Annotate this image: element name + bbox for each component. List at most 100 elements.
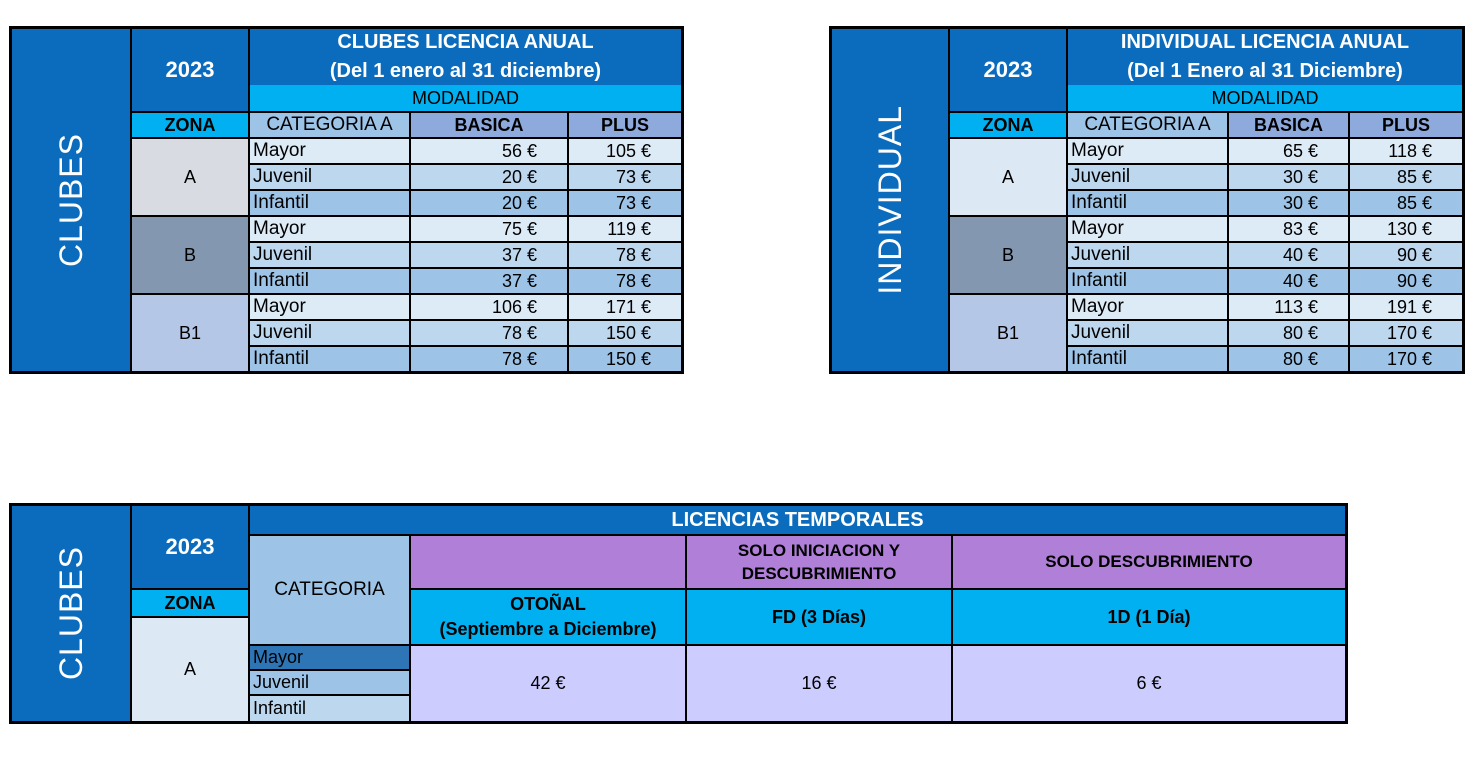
basica-value: 40 € (1282, 270, 1318, 291)
cat-cell: Mayor (1068, 217, 1229, 243)
col3-sub: 1D (1 Día) (953, 590, 1345, 646)
plus-label: PLUS (600, 114, 649, 135)
basica-value: 80 € (1282, 322, 1318, 343)
basica-cell: 113 € (1229, 295, 1350, 321)
cat-cell: Infantil (1068, 269, 1229, 295)
basica-cell: 30 € (1229, 165, 1350, 191)
basica-cell: 37 € (411, 243, 569, 269)
zone-cell-a: A (950, 139, 1068, 217)
cat-label: Infantil (253, 698, 307, 718)
side-label: CLUBES (52, 546, 89, 681)
zone-cell-a: A (132, 618, 250, 721)
plus-cell: 73 € (569, 165, 681, 191)
plus-value: 170 € (1386, 348, 1432, 369)
basica-cell: 56 € (411, 139, 569, 165)
modalidad-cell: MODALIDAD (1068, 85, 1462, 113)
cat-cell: Juvenil (250, 165, 411, 191)
price-cell-otonal: 42 € (411, 646, 687, 721)
basica-cell: 40 € (1229, 269, 1350, 295)
zona-label: ZONA (164, 114, 216, 135)
basica-value: 83 € (1282, 218, 1318, 239)
cat-label: Infantil (253, 270, 309, 291)
side-label-cell: INDIVIDUAL (832, 29, 950, 371)
year-cell: 2023 (132, 29, 250, 113)
plus-cell: 191 € (1350, 295, 1462, 321)
cat-label: Mayor (253, 140, 306, 161)
title-line-2: (Del 1 enero al 31 diciembre) (329, 60, 602, 82)
modalidad-label: MODALIDAD (1211, 87, 1319, 108)
basica-value: 20 € (501, 166, 537, 187)
zone-label: B (183, 244, 196, 265)
year-cell: 2023 (132, 506, 250, 590)
plus-cell: 130 € (1350, 217, 1462, 243)
plus-cell: 170 € (1350, 347, 1462, 371)
cat-cell: Infantil (1068, 191, 1229, 217)
side-label-cell: CLUBES (12, 506, 132, 721)
cat-label: Infantil (1071, 270, 1127, 291)
basica-cell: 78 € (411, 347, 569, 371)
cat-cell-infantil: Infantil (250, 696, 411, 721)
col2-sub: FD (3 Días) (687, 590, 953, 646)
plus-cell: 118 € (1350, 139, 1462, 165)
plus-cell: 105 € (569, 139, 681, 165)
cat-label: Mayor (1071, 296, 1124, 317)
basica-value: 20 € (501, 192, 537, 213)
zone-label: A (183, 166, 196, 187)
modalidad-cell: MODALIDAD (250, 85, 681, 113)
basica-cell: 20 € (411, 165, 569, 191)
plus-value: 130 € (1386, 218, 1432, 239)
basica-cell: 65 € (1229, 139, 1350, 165)
plus-value: 150 € (605, 348, 651, 369)
basica-value: 30 € (1282, 166, 1318, 187)
plus-cell: 73 € (569, 191, 681, 217)
cat-label: Infantil (253, 192, 309, 213)
side-label-cell: CLUBES (12, 29, 132, 371)
cat-label: Mayor (253, 647, 304, 667)
cat-label: Mayor (1071, 140, 1124, 161)
zone-label: B1 (996, 322, 1020, 343)
basica-cell: 78 € (411, 321, 569, 347)
col3-top-label: SOLO DESCUBRIMIENTO (1045, 552, 1253, 571)
basica-value: 106 € (491, 296, 537, 317)
plus-cell: 171 € (569, 295, 681, 321)
cat-cell: Infantil (250, 191, 411, 217)
categoria-label: CATEGORIA (274, 579, 385, 600)
basica-value: 30 € (1282, 192, 1318, 213)
zone-label: B1 (178, 322, 202, 343)
title-line-1: CLUBES LICENCIA ANUAL (337, 31, 594, 53)
plus-value: 78 € (615, 270, 651, 291)
side-label: INDIVIDUAL (871, 105, 908, 295)
year-label: 2023 (165, 534, 215, 559)
plus-cell: 170 € (1350, 321, 1462, 347)
basica-cell: 80 € (1229, 321, 1350, 347)
basica-value: 113 € (1274, 296, 1318, 317)
basica-value: 40 € (1282, 244, 1318, 265)
cat-label: Infantil (253, 348, 309, 369)
cat-cell: Infantil (250, 269, 411, 295)
price-cell-fd: 16 € (687, 646, 953, 721)
cat-label: Juvenil (253, 244, 313, 265)
basica-header: BASICA (1229, 113, 1350, 139)
basica-value: 78 € (501, 322, 537, 343)
cat-cell-mayor: Mayor (250, 646, 411, 671)
basica-cell: 20 € (411, 191, 569, 217)
col2-sub-label: FD (3 Días) (771, 606, 867, 627)
cat-label: Juvenil (1071, 322, 1131, 343)
cat-label: Infantil (1071, 348, 1127, 369)
zona-header: ZONA (950, 113, 1068, 139)
plus-cell: 90 € (1350, 269, 1462, 295)
plus-cell: 119 € (569, 217, 681, 243)
price-cell-1d: 6 € (953, 646, 1345, 721)
basica-value: 56 € (501, 140, 537, 161)
price-label: 16 € (801, 673, 837, 693)
plus-value: 171 € (605, 296, 651, 317)
plus-value: 78 € (615, 244, 651, 265)
plus-label: PLUS (1381, 114, 1430, 135)
plus-cell: 78 € (569, 269, 681, 295)
plus-cell: 85 € (1350, 191, 1462, 217)
title-line-1: INDIVIDUAL LICENCIA ANUAL (1120, 31, 1410, 53)
categoria-header: CATEGORIA A (1068, 113, 1229, 139)
basica-cell: 40 € (1229, 243, 1350, 269)
zone-cell-a: A (132, 139, 250, 217)
cat-cell: Mayor (1068, 295, 1229, 321)
